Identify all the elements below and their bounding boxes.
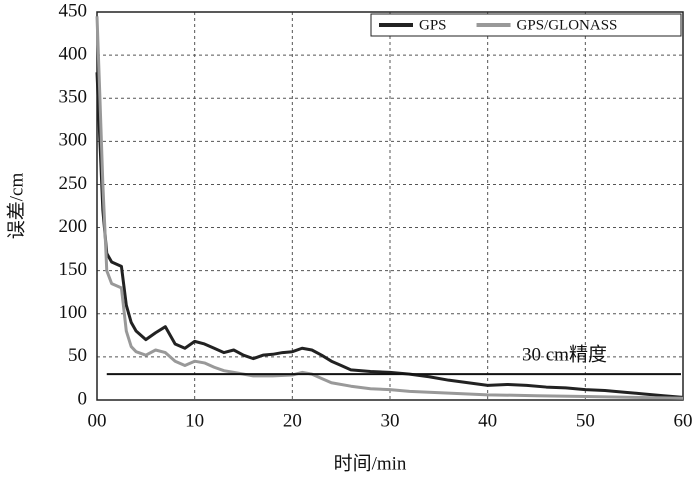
- y-tick-label: 250: [59, 173, 88, 194]
- y-tick-label: 450: [59, 0, 88, 21]
- y-tick-label: 0: [78, 388, 88, 409]
- legend-label: GPS: [419, 17, 447, 33]
- x-tick-label: 10: [185, 410, 204, 431]
- x-tick-label: 40: [478, 410, 497, 431]
- series-line: [95, 72, 684, 399]
- x-tick-label: 50: [576, 410, 595, 431]
- y-tick-label: 200: [59, 216, 88, 237]
- x-tick-label: 20: [283, 410, 302, 431]
- y-tick-label: 150: [59, 259, 88, 280]
- y-tick-label: 100: [59, 302, 88, 323]
- x-axis-label: 时间/min: [334, 452, 407, 474]
- y-axis-label: 误差/cm: [5, 173, 27, 240]
- plot-frame: [96, 11, 684, 401]
- x-tick-label: 30: [381, 410, 400, 431]
- y-tick-label: 350: [59, 87, 88, 108]
- y-tick-label: 50: [68, 345, 87, 366]
- reference-label: 30 cm精度: [522, 343, 607, 365]
- legend-label: GPS/GLONASS: [517, 17, 618, 33]
- x-tick-label: 60: [674, 410, 693, 431]
- x-tick-label: 00: [88, 410, 107, 431]
- y-tick-label: 300: [59, 130, 88, 151]
- legend-box: [370, 13, 682, 37]
- y-tick-label: 400: [59, 43, 88, 64]
